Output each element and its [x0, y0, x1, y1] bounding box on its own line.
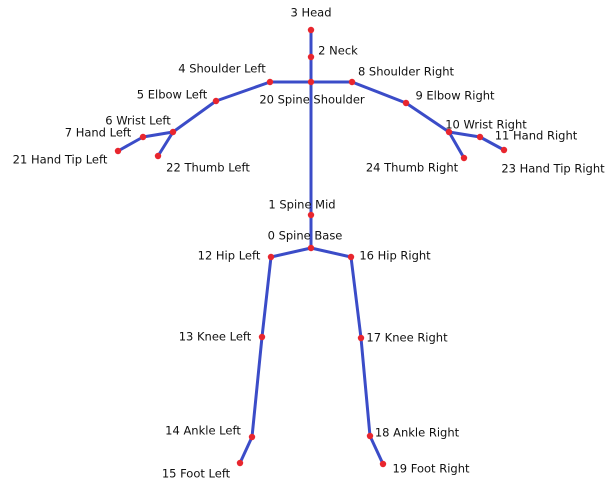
- joint-label: 13 Knee Left: [179, 330, 252, 344]
- bone: [449, 132, 480, 137]
- joint-label: 2 Neck: [318, 44, 358, 58]
- joint: [115, 148, 121, 154]
- joint-label: 15 Foot Left: [162, 467, 231, 481]
- bone: [143, 132, 173, 137]
- bone: [361, 338, 370, 436]
- joint: [170, 129, 176, 135]
- joint: [501, 147, 507, 153]
- skeleton-diagram: 0 Spine Base 1 Spine Mid 2 Neck 3 Head 4 Sho…: [0, 0, 614, 486]
- joint: [358, 335, 364, 341]
- joint: [155, 153, 161, 159]
- bone: [252, 337, 262, 437]
- joint: [237, 460, 243, 466]
- bone: [240, 437, 252, 463]
- joint-label: 24 Thumb Right: [366, 161, 459, 175]
- joint-label: 0 Spine Base: [268, 229, 343, 243]
- joint-label: 20 Spine Shoulder: [259, 93, 365, 107]
- joint-label: 9 Elbow Right: [415, 89, 495, 103]
- joint-label: 14 Ankle Left: [165, 424, 241, 438]
- joint: [380, 461, 386, 467]
- joint: [403, 100, 409, 106]
- joint: [213, 98, 219, 104]
- joint: [140, 134, 146, 140]
- joint-label: 1 Spine Mid: [268, 198, 335, 212]
- joint-label: 8 Shoulder Right: [358, 65, 455, 79]
- joint: [461, 155, 467, 161]
- joint: [308, 54, 314, 60]
- bone: [173, 101, 216, 132]
- joint: [249, 434, 255, 440]
- joint: [268, 254, 274, 260]
- joint: [259, 334, 265, 340]
- joint-label: 3 Head: [290, 6, 331, 20]
- joint: [348, 254, 354, 260]
- joint-label: 23 Hand Tip Right: [501, 162, 605, 176]
- joint-label: 18 Ankle Right: [375, 426, 460, 440]
- joint-label: 21 Hand Tip Left: [13, 153, 108, 167]
- joint-label: 12 Hip Left: [198, 249, 261, 263]
- bone: [311, 248, 351, 257]
- bone: [406, 103, 449, 132]
- bone: [271, 248, 311, 257]
- joint-label: 5 Elbow Left: [137, 88, 208, 102]
- joint: [349, 79, 355, 85]
- joint-label: 22 Thumb Left: [166, 161, 250, 175]
- joint: [308, 79, 314, 85]
- joint: [308, 27, 314, 33]
- bone: [262, 257, 271, 337]
- joint-label: 7 Hand Left: [65, 126, 132, 140]
- joint-label: 19 Foot Right: [392, 462, 470, 476]
- bone: [370, 436, 383, 464]
- joint-label: 16 Hip Right: [359, 249, 431, 263]
- joint: [267, 79, 273, 85]
- joint-label: 4 Shoulder Left: [178, 62, 266, 76]
- bone: [351, 257, 361, 338]
- joint-label: 11 Hand Right: [495, 129, 578, 143]
- joint: [367, 433, 373, 439]
- joint: [477, 134, 483, 140]
- bone: [449, 132, 464, 158]
- joint: [308, 212, 314, 218]
- joint-label: 17 Knee Right: [366, 331, 448, 345]
- joint: [308, 245, 314, 251]
